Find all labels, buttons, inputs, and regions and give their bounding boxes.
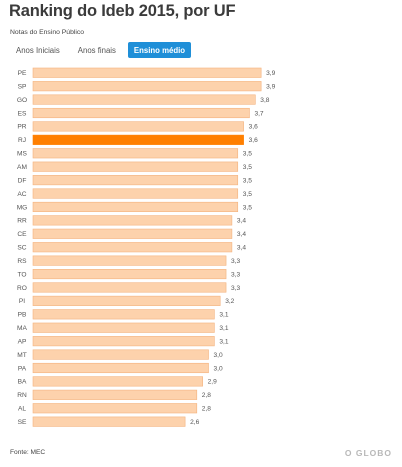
category-label: SC: [17, 245, 26, 252]
value-label: 3,7: [254, 110, 263, 117]
category-label: AP: [18, 338, 27, 345]
bar-ro[interactable]: [32, 282, 227, 293]
value-label: 3,6: [249, 124, 258, 131]
bar-rn[interactable]: [32, 389, 198, 400]
bar-pe[interactable]: [32, 67, 262, 78]
value-label: 3,4: [237, 245, 246, 252]
chart-subtitle: Notas do Ensino Público: [10, 29, 85, 36]
bar-pa[interactable]: [32, 362, 209, 374]
category-label: PR: [17, 124, 26, 131]
category-label: RJ: [18, 137, 26, 144]
category-label: CE: [17, 231, 27, 238]
category-label: AC: [17, 191, 26, 198]
bar-df[interactable]: [32, 175, 239, 186]
category-label: RR: [17, 218, 27, 225]
category-label: AM: [17, 164, 27, 171]
bar-chart: PE 3,9 SP 3,9 GO 3,8 ES 3,7 PR 3,6 RJ 3,6 MS 3,5 AM 3,5…: [17, 67, 276, 427]
value-label: 3,3: [231, 271, 240, 278]
category-label: GO: [17, 97, 27, 104]
bar-pr[interactable]: [32, 121, 244, 132]
value-label: 3,9: [266, 83, 275, 90]
category-label: RO: [17, 285, 27, 292]
value-label: 3,5: [243, 191, 252, 198]
bar-am[interactable]: [32, 161, 239, 172]
tab-anos-iniciais[interactable]: Anos Iniciais: [16, 45, 60, 55]
value-label: 3,1: [219, 325, 228, 332]
value-label: 3,4: [237, 218, 246, 225]
value-label: 3,2: [225, 298, 234, 305]
bar-ce[interactable]: [32, 228, 233, 239]
category-label: MG: [17, 204, 28, 211]
value-label: 3,5: [243, 204, 252, 211]
value-label: 3,4: [237, 231, 246, 238]
bar-go[interactable]: [32, 94, 256, 105]
value-label: 3,9: [266, 70, 275, 77]
value-label: 3,0: [214, 352, 223, 359]
category-label: ES: [18, 110, 27, 117]
bar-rr[interactable]: [32, 215, 233, 226]
bar-al[interactable]: [32, 403, 198, 414]
bar-ms[interactable]: [32, 148, 239, 159]
bar-mt[interactable]: [32, 349, 209, 360]
category-label: DF: [18, 177, 27, 184]
category-label: MT: [17, 352, 27, 359]
source-note: Fonte: MEC: [10, 449, 46, 456]
value-label: 3,8: [260, 97, 269, 104]
category-label: SE: [18, 419, 27, 426]
bar-rs[interactable]: [32, 255, 227, 266]
value-label: 3,5: [243, 177, 252, 184]
category-label: RN: [17, 392, 27, 399]
bar-pi[interactable]: [32, 295, 221, 306]
tab-anos-finais[interactable]: Anos finais: [77, 45, 116, 55]
value-label: 2,8: [202, 392, 211, 399]
category-label: RS: [17, 258, 27, 265]
category-label: PB: [18, 312, 27, 319]
category-label: SP: [18, 83, 27, 90]
value-label: 3,6: [249, 137, 258, 144]
category-label: MS: [17, 151, 27, 158]
category-label: BA: [18, 379, 27, 386]
bar-mg[interactable]: [32, 201, 239, 212]
bar-sp[interactable]: [32, 81, 262, 92]
bar-ba[interactable]: [32, 376, 203, 387]
bar-ma[interactable]: [32, 322, 215, 333]
tab-ensino-medio[interactable]: Ensino médio: [127, 42, 192, 58]
bar-ac[interactable]: [32, 188, 239, 199]
chart-title: Ranking do Ideb 2015, por UF: [9, 2, 236, 20]
category-label: MA: [17, 325, 27, 332]
value-label: 2,8: [202, 406, 211, 413]
value-label: 3,3: [231, 285, 240, 292]
category-label: PA: [18, 365, 27, 372]
bar-se[interactable]: [32, 416, 186, 427]
bar-to[interactable]: [32, 269, 227, 280]
value-label: 3,3: [231, 258, 240, 265]
bar-rj[interactable]: [32, 134, 244, 145]
bar-sc[interactable]: [32, 242, 233, 253]
value-label: 3,5: [243, 151, 252, 158]
category-label: TO: [17, 271, 26, 278]
tab-bar: Anos Iniciais Anos finais Ensino médio: [10, 42, 192, 58]
value-label: 2,6: [190, 419, 199, 426]
value-label: 3,5: [243, 164, 252, 171]
category-label: AL: [18, 406, 26, 413]
value-label: 2,9: [208, 379, 217, 386]
bar-es[interactable]: [32, 107, 250, 119]
value-label: 3,1: [219, 338, 228, 345]
category-label: PI: [19, 298, 25, 305]
bar-ap[interactable]: [32, 336, 215, 347]
bar-pb[interactable]: [32, 309, 215, 320]
category-label: PE: [18, 70, 27, 77]
value-label: 3,1: [219, 312, 228, 319]
value-label: 3,0: [214, 365, 223, 372]
o-globo-logo: O GLOBO: [344, 448, 392, 458]
